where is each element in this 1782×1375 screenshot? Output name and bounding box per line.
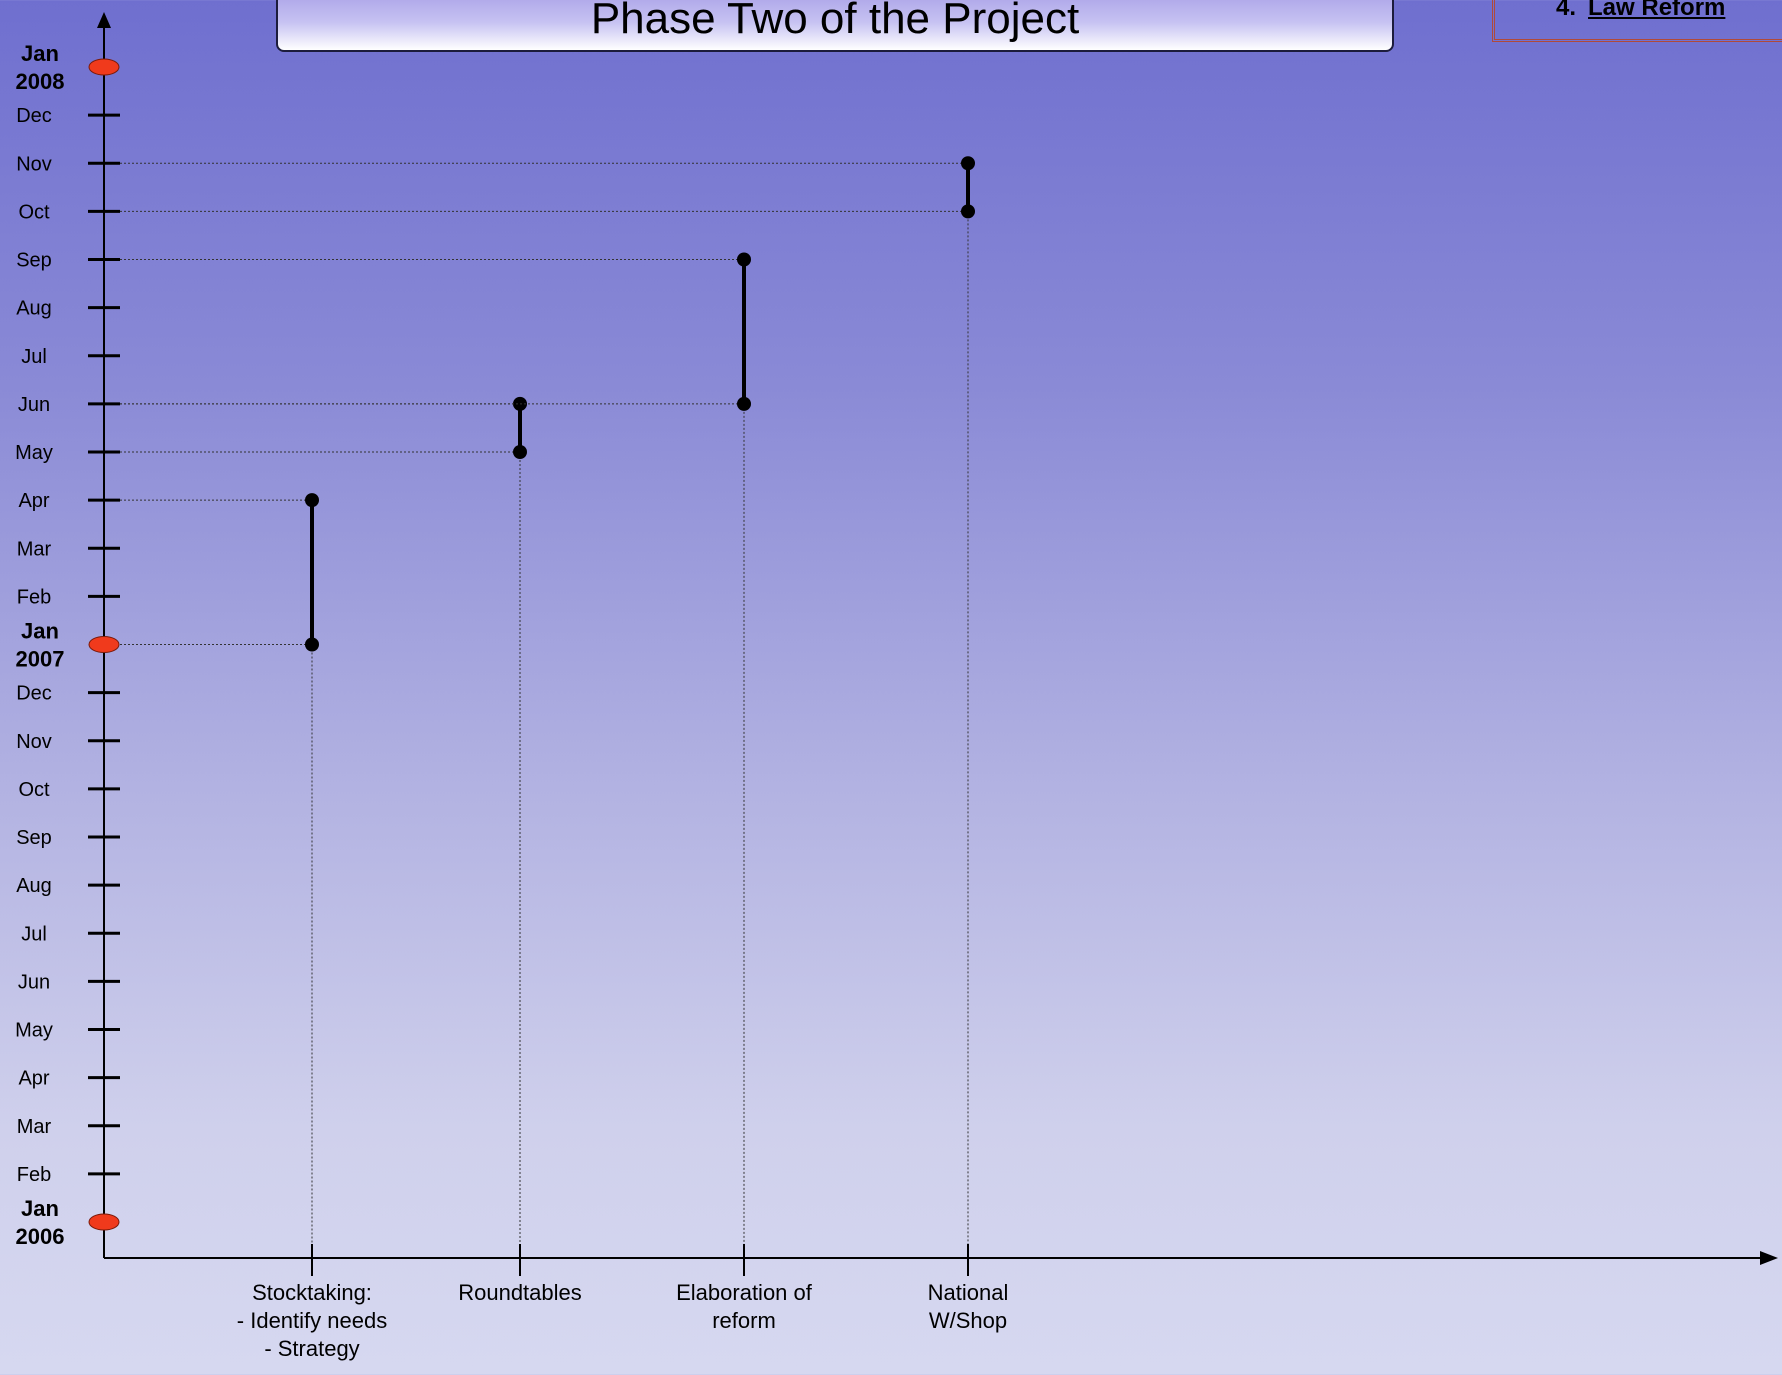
y-tick-label: Apr	[18, 1068, 49, 1090]
y-tick-label: Oct	[18, 201, 50, 223]
end-point	[961, 156, 975, 171]
y-tick-label: Jul	[21, 923, 47, 945]
y-tick-label: May	[15, 442, 53, 464]
title-banner: Phase Two of the Project	[276, 0, 1394, 52]
y-tick-label-line: 2006	[16, 1224, 65, 1249]
y-tick-label: Jan 2007	[16, 619, 65, 672]
y-tick-label: Nov	[16, 153, 52, 175]
end-point	[305, 493, 319, 508]
category-label-line: - Strategy	[264, 1336, 359, 1361]
y-tick-label: Apr	[18, 490, 49, 512]
y-tick-label: Feb	[17, 586, 51, 608]
category-label: National W/Shop	[928, 1280, 1009, 1333]
category-label-line: reform	[712, 1308, 776, 1333]
year-marker	[88, 58, 120, 76]
page-title: Phase Two of the Project	[590, 0, 1080, 43]
start-point	[961, 204, 975, 219]
y-tick-label-line: Jan	[21, 619, 59, 644]
start-point	[513, 445, 527, 459]
y-tick-label-line: Jan	[21, 1196, 59, 1221]
y-tick-label: Aug	[16, 875, 52, 897]
y-tick-label: Dec	[16, 105, 52, 127]
category-label-line: Elaboration of	[676, 1280, 813, 1305]
category-label-line: Roundtables	[458, 1280, 582, 1305]
y-tick-label: Aug	[16, 298, 52, 320]
year-marker	[88, 636, 120, 653]
y-tick-label: Mar	[17, 538, 52, 560]
category-label-line: W/Shop	[929, 1308, 1007, 1333]
category-label: Stocktaking: - Identify needs - Strategy	[237, 1280, 387, 1361]
y-tick-label: Oct	[18, 779, 50, 801]
end-point	[737, 252, 751, 267]
y-tick-label-line: 2008	[16, 69, 65, 94]
start-point	[305, 637, 319, 652]
legend-box	[1492, 0, 1782, 42]
category-label: Roundtables	[458, 1280, 582, 1305]
y-tick-label: Sep	[16, 827, 52, 849]
y-tick-label: Jan 2008	[16, 41, 65, 94]
category-label: Elaboration of reform	[676, 1280, 813, 1333]
year-marker	[88, 1213, 120, 1231]
category-label-line: Stocktaking:	[252, 1280, 372, 1305]
legend-item-label[interactable]: Law Reform	[1556, 0, 1725, 22]
y-tick-label: Dec	[16, 683, 52, 705]
start-point	[737, 396, 751, 411]
y-tick-label: Jun	[18, 394, 50, 416]
x-axis-arrow	[1760, 1251, 1778, 1265]
y-tick-label: Feb	[17, 1164, 51, 1186]
y-tick-label: Jun	[18, 971, 50, 993]
y-tick-label: Jul	[21, 346, 47, 368]
category-label-line: National	[928, 1280, 1009, 1305]
y-tick-label: Mar	[17, 1116, 52, 1138]
category-label-line: - Identify needs	[237, 1308, 387, 1333]
y-tick-label: May	[15, 1020, 53, 1042]
y-tick-label: Jan 2006	[16, 1196, 65, 1249]
y-tick-label: Nov	[16, 731, 52, 753]
y-axis-arrow	[97, 12, 111, 28]
y-tick-label-line: Jan	[21, 41, 59, 66]
y-tick-label-line: 2007	[16, 647, 65, 672]
y-tick-label: Sep	[16, 250, 52, 272]
